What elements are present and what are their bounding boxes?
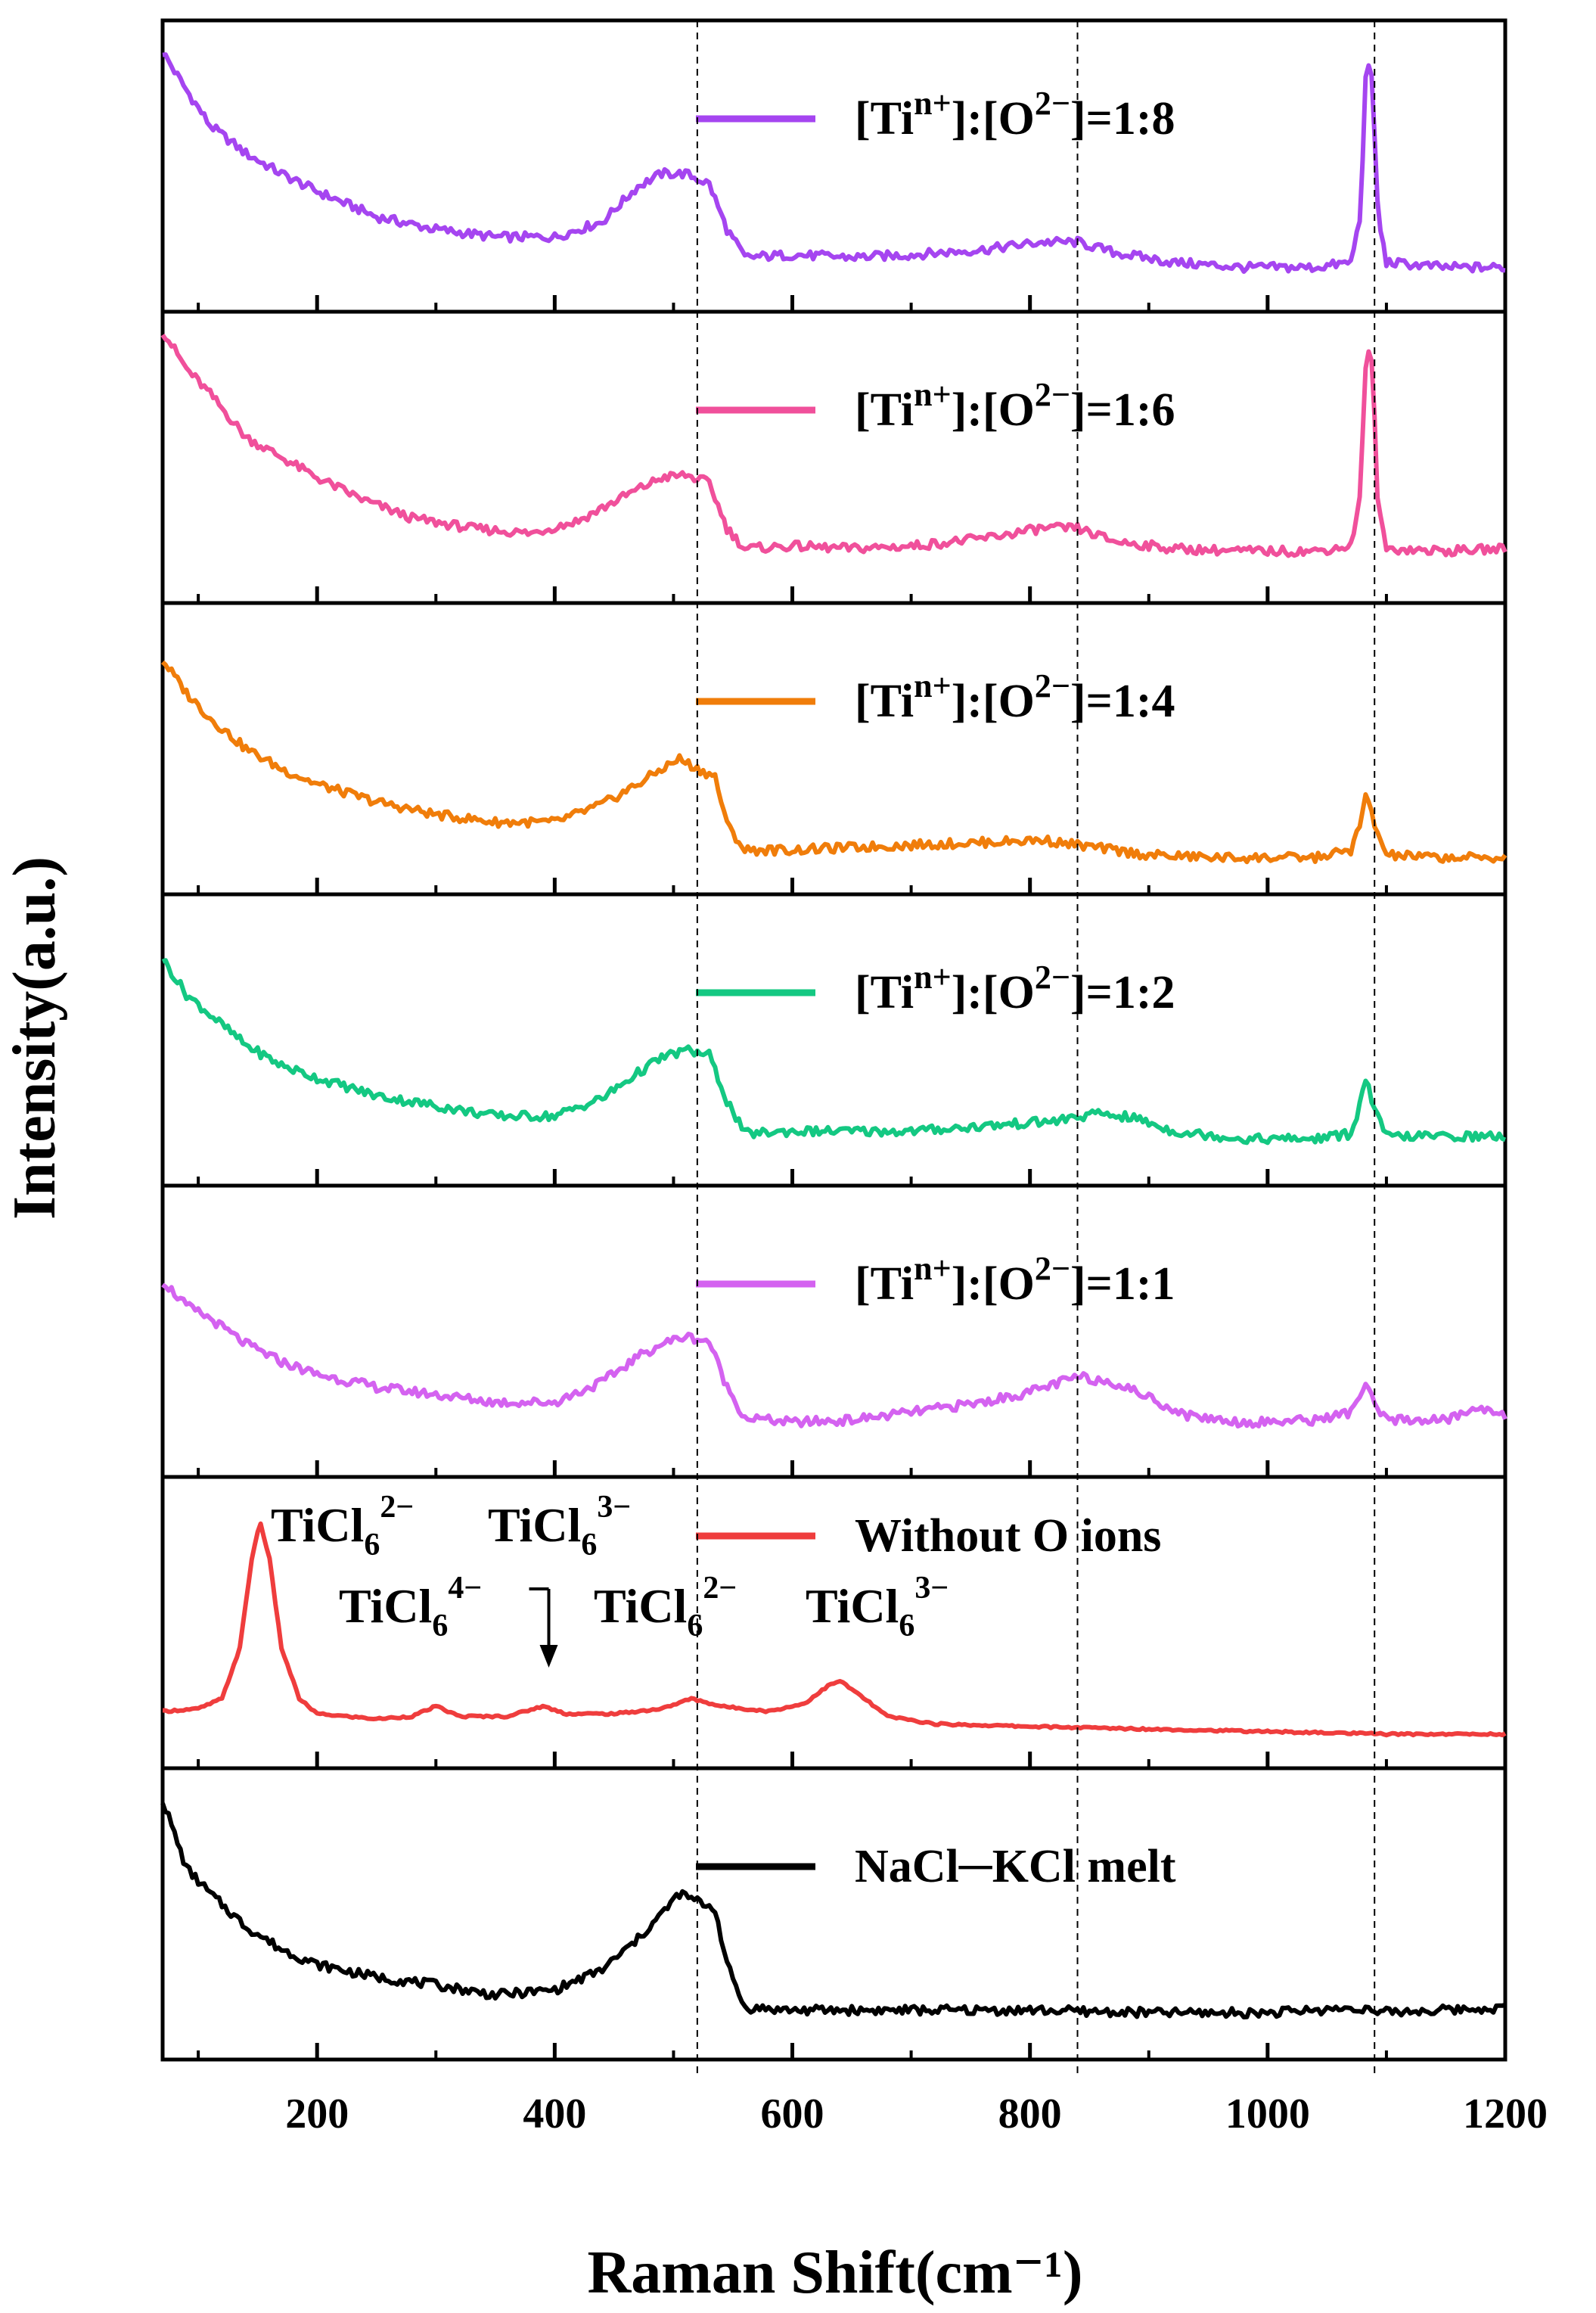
annotation-superscript: 3− (914, 1571, 949, 1606)
series-line (162, 1521, 1507, 1738)
legend-text: Without O ions (855, 1510, 1161, 1562)
legend-text: [Ti (855, 384, 914, 436)
annotation-subscript: 6 (432, 1609, 448, 1643)
legend-superscript: 2− (1035, 85, 1070, 122)
legend-label: [Tin+]:[O2−]=1:2 (855, 959, 1175, 1018)
legend-superscript: 2− (1035, 1250, 1070, 1287)
panel-frame (160, 1766, 1508, 2062)
legend-superscript: n+ (914, 959, 952, 996)
series-line (161, 958, 1507, 1146)
x-tick-label: 600 (761, 2091, 824, 2137)
annotation-subscript: 6 (899, 1609, 914, 1643)
annotation-base: TiCl (806, 1579, 899, 1633)
legend-superscript: n+ (914, 85, 952, 122)
annotation-base: TiCl (594, 1579, 687, 1633)
peak-annotation: TiCl62− (271, 1490, 414, 1562)
legend-superscript: n+ (914, 376, 952, 413)
panel-7: NaCl─KCl melt (160, 1766, 1508, 2062)
panels-layer: [Tin+]:[O2−]=1:8[Tin+]:[O2−]=1:6[Tin+]:[… (160, 18, 1508, 2062)
legend-text: ]:[O (952, 1258, 1035, 1310)
legend-text: [Ti (855, 93, 914, 145)
series-line (162, 52, 1506, 274)
series-line (160, 1802, 1506, 2019)
legend-text: [Ti (855, 676, 914, 727)
legend-superscript: n+ (914, 1250, 952, 1287)
x-tick-label: 1000 (1225, 2091, 1310, 2137)
x-tick-label: 200 (285, 2091, 349, 2137)
series-line (161, 1282, 1508, 1429)
panel-2: [Tin+]:[O2−]=1:6 (160, 309, 1508, 605)
legend-text: ]=1:6 (1070, 384, 1175, 436)
annotation-arrow-head (539, 1645, 558, 1668)
x-tick-label: 400 (523, 2091, 586, 2137)
annotation-base: TiCl (339, 1579, 432, 1633)
legend-label: NaCl─KCl melt (855, 1841, 1176, 1892)
legend-text: ]:[O (952, 676, 1035, 727)
annotation-base: TiCl (488, 1498, 581, 1552)
series-line (160, 660, 1508, 865)
peak-annotation: TiCl64− (339, 1571, 482, 1643)
legend-superscript: n+ (914, 667, 952, 704)
y-axis-title: Intensity(a.u.) (2, 856, 68, 1220)
legend-text: ]:[O (952, 93, 1035, 145)
legend-text: ]=1:4 (1070, 676, 1175, 727)
annotation-superscript: 3− (597, 1490, 631, 1525)
legend-superscript: 2− (1035, 959, 1070, 996)
legend-label: [Tin+]:[O2−]=1:1 (855, 1250, 1175, 1310)
legend-text: ]=1:2 (1070, 967, 1175, 1018)
x-tick-label: 1200 (1463, 2091, 1548, 2137)
legend-text: [Ti (855, 1258, 914, 1310)
x-tick-label: 800 (998, 2091, 1062, 2137)
series-line (160, 334, 1508, 558)
legend-label: [Tin+]:[O2−]=1:8 (855, 85, 1175, 145)
legend-label: [Tin+]:[O2−]=1:6 (855, 376, 1175, 436)
reference-lines-layer (696, 20, 1376, 2073)
legend-superscript: 2− (1035, 376, 1070, 413)
x-axis-title: Raman Shift(cm⁻¹) (587, 2240, 1082, 2306)
legend-label: Without O ions (855, 1510, 1161, 1562)
annotations-layer: TiCl62− TiCl63−TiCl64− TiCl62− TiCl63− (271, 1490, 949, 1668)
ticks-layer: 200 400 600 800 1000 1200 (197, 295, 1548, 2137)
legend-text: [Ti (855, 967, 914, 1018)
annotation-subscript: 6 (687, 1609, 703, 1643)
peak-annotation: TiCl63− (806, 1571, 949, 1643)
peak-annotation: TiCl63− (488, 1490, 631, 1562)
annotation-subscript: 6 (581, 1528, 597, 1562)
legend-label: [Tin+]:[O2−]=1:4 (855, 667, 1175, 727)
annotation-subscript: 6 (364, 1528, 380, 1562)
peak-annotation: TiCl62− (594, 1571, 737, 1643)
annotation-superscript: 4− (448, 1571, 482, 1606)
annotation-superscript: 2− (703, 1571, 737, 1606)
legend-superscript: 2− (1035, 667, 1070, 704)
annotation-base: TiCl (271, 1498, 364, 1552)
panel-6: Without O ions (160, 1475, 1508, 1771)
legend-text: ]:[O (952, 384, 1035, 436)
legend-text: ]=1:1 (1070, 1258, 1175, 1310)
legend-text: ]=1:8 (1070, 93, 1175, 145)
legend-text: NaCl─KCl melt (855, 1841, 1176, 1892)
annotation-superscript: 2− (380, 1490, 414, 1525)
legend-text: ]:[O (952, 967, 1035, 1018)
